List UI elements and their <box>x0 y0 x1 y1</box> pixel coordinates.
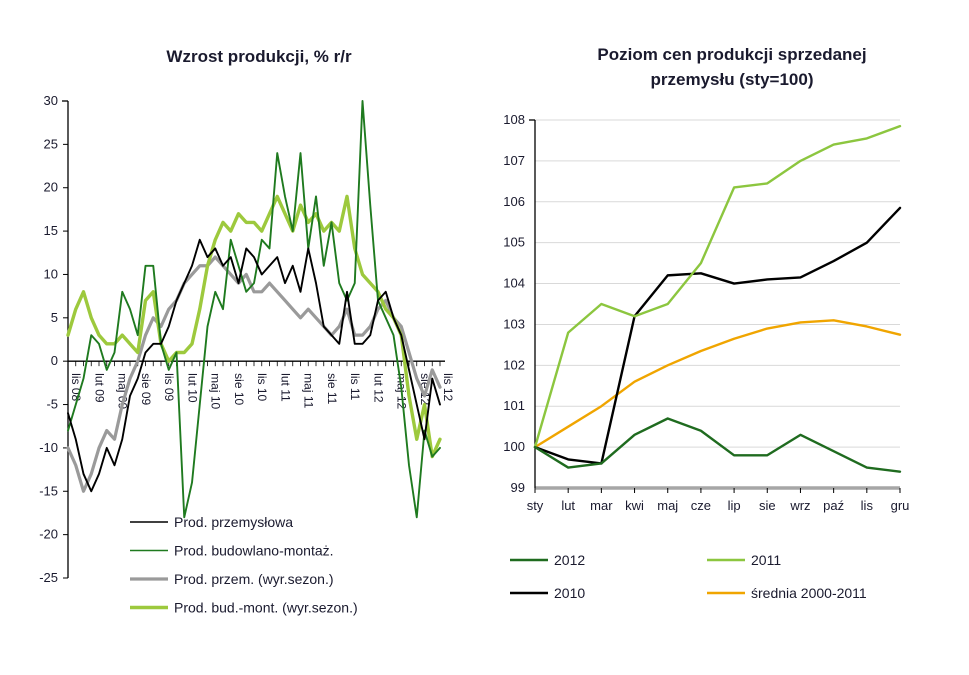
svg-text:Prod. budowlano-montaż.: Prod. budowlano-montaż. <box>174 543 334 559</box>
svg-text:5: 5 <box>51 310 58 325</box>
svg-text:2011: 2011 <box>751 552 781 568</box>
svg-text:104: 104 <box>503 276 525 291</box>
svg-text:sie 09: sie 09 <box>139 373 153 405</box>
svg-text:-25: -25 <box>39 570 58 585</box>
svg-text:cze: cze <box>691 498 711 513</box>
svg-text:30: 30 <box>44 93 58 108</box>
svg-text:lis 12: lis 12 <box>441 373 455 401</box>
svg-text:99: 99 <box>511 480 525 495</box>
svg-text:106: 106 <box>503 194 525 209</box>
svg-text:maj: maj <box>657 498 678 513</box>
svg-text:108: 108 <box>503 112 525 127</box>
svg-text:25: 25 <box>44 136 58 151</box>
svg-text:maj 10: maj 10 <box>209 373 223 409</box>
svg-text:2010: 2010 <box>554 585 585 601</box>
svg-text:-5: -5 <box>46 397 58 412</box>
svg-text:101: 101 <box>503 398 525 413</box>
svg-text:105: 105 <box>503 235 525 250</box>
svg-text:lis 10: lis 10 <box>255 373 269 401</box>
svg-text:lut: lut <box>561 498 575 513</box>
svg-text:Prod. przemysłowa: Prod. przemysłowa <box>174 514 293 530</box>
svg-text:gru: gru <box>891 498 910 513</box>
svg-text:0: 0 <box>51 353 58 368</box>
svg-text:wrz: wrz <box>789 498 810 513</box>
svg-text:lut 12: lut 12 <box>371 373 385 403</box>
svg-text:przemysłu (sty=100): przemysłu (sty=100) <box>651 70 814 89</box>
svg-text:lut 09: lut 09 <box>92 373 106 403</box>
svg-text:Prod. przem. (wyr.sezon.): Prod. przem. (wyr.sezon.) <box>174 571 334 587</box>
svg-text:15: 15 <box>44 223 58 238</box>
svg-text:-15: -15 <box>39 483 58 498</box>
svg-text:Poziom cen produkcji sprzedane: Poziom cen produkcji sprzedanej <box>597 45 866 64</box>
svg-text:sty: sty <box>527 498 544 513</box>
svg-text:107: 107 <box>503 153 525 168</box>
svg-text:lut 10: lut 10 <box>185 373 199 403</box>
svg-text:lip: lip <box>728 498 741 513</box>
svg-text:lut 11: lut 11 <box>278 373 292 402</box>
svg-text:średnia 2000-2011: średnia 2000-2011 <box>751 585 867 601</box>
svg-text:-20: -20 <box>39 527 58 542</box>
svg-text:103: 103 <box>503 316 525 331</box>
svg-text:kwi: kwi <box>625 498 644 513</box>
svg-text:20: 20 <box>44 180 58 195</box>
svg-text:2012: 2012 <box>554 552 585 568</box>
svg-text:lis 09: lis 09 <box>162 373 176 401</box>
svg-text:mar: mar <box>590 498 613 513</box>
svg-text:Wzrost produkcji, % r/r: Wzrost produkcji, % r/r <box>166 47 352 66</box>
svg-text:sie 10: sie 10 <box>232 373 246 405</box>
svg-text:maj 11: maj 11 <box>302 373 316 408</box>
svg-text:Prod. bud.-mont. (wyr.sezon.): Prod. bud.-mont. (wyr.sezon.) <box>174 600 358 616</box>
svg-text:102: 102 <box>503 357 525 372</box>
svg-text:sie: sie <box>759 498 776 513</box>
svg-text:sie 11: sie 11 <box>325 373 339 404</box>
svg-text:lis 11: lis 11 <box>348 373 362 400</box>
svg-text:-10: -10 <box>39 440 58 455</box>
svg-text:100: 100 <box>503 439 525 454</box>
svg-text:10: 10 <box>44 266 58 281</box>
svg-text:lis: lis <box>861 498 874 513</box>
svg-text:paź: paź <box>823 498 844 513</box>
